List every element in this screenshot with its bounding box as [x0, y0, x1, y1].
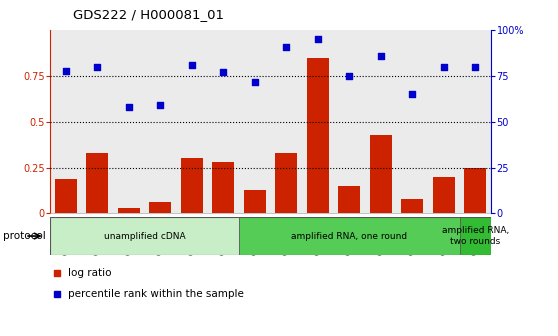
Bar: [113, 30, 145, 213]
Point: [251, 79, 259, 84]
Point: [345, 73, 354, 79]
Point: [439, 64, 448, 70]
Text: percentile rank within the sample: percentile rank within the sample: [68, 290, 244, 299]
Point: [124, 104, 133, 110]
Bar: [50, 30, 81, 213]
Text: unamplified cDNA: unamplified cDNA: [104, 232, 185, 241]
Bar: [150, 202, 171, 213]
Point: [282, 44, 291, 49]
Bar: [145, 30, 176, 213]
Bar: [239, 217, 460, 255]
Point: [471, 64, 480, 70]
Bar: [118, 208, 140, 213]
Text: amplified RNA,
two rounds: amplified RNA, two rounds: [442, 226, 509, 246]
Bar: [50, 217, 239, 255]
Text: protocol: protocol: [3, 231, 46, 241]
Bar: [181, 159, 203, 213]
Bar: [428, 30, 460, 213]
Point: [219, 70, 228, 75]
Bar: [55, 178, 77, 213]
Bar: [370, 135, 392, 213]
Point: [61, 68, 70, 73]
Bar: [271, 30, 302, 213]
Bar: [397, 30, 428, 213]
Bar: [460, 217, 491, 255]
Point: [93, 64, 102, 70]
Point: [377, 53, 386, 58]
Bar: [302, 30, 334, 213]
Bar: [307, 58, 329, 213]
Bar: [365, 30, 397, 213]
Bar: [464, 168, 487, 213]
Bar: [334, 30, 365, 213]
Bar: [86, 153, 108, 213]
Bar: [338, 186, 360, 213]
Bar: [244, 190, 266, 213]
Bar: [208, 30, 239, 213]
Point: [314, 37, 323, 42]
Point: [408, 92, 417, 97]
Bar: [176, 30, 208, 213]
Bar: [81, 30, 113, 213]
Point: [156, 102, 165, 108]
Bar: [239, 30, 271, 213]
Bar: [275, 153, 297, 213]
Bar: [433, 177, 455, 213]
Text: log ratio: log ratio: [68, 268, 112, 278]
Text: amplified RNA, one round: amplified RNA, one round: [291, 232, 407, 241]
Bar: [213, 162, 234, 213]
Text: GDS222 / H000081_01: GDS222 / H000081_01: [73, 8, 224, 22]
Bar: [401, 199, 424, 213]
Bar: [460, 30, 491, 213]
Point: [187, 62, 196, 68]
